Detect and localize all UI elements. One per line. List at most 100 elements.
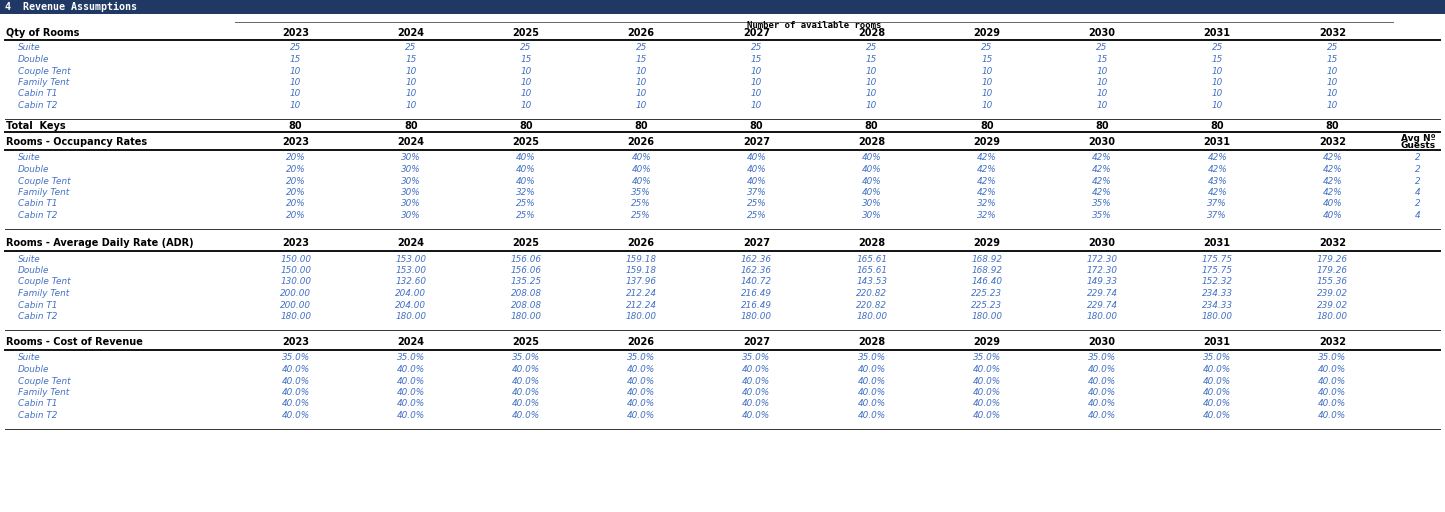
Text: 40.0%: 40.0%	[743, 365, 770, 374]
Text: 40.0%: 40.0%	[1318, 365, 1347, 374]
Text: 2023: 2023	[282, 337, 309, 347]
Text: 10: 10	[520, 67, 532, 75]
Text: 40%: 40%	[747, 154, 766, 162]
Text: 2: 2	[1415, 177, 1420, 185]
Text: 10: 10	[751, 90, 762, 98]
Text: 2024: 2024	[397, 238, 425, 248]
Text: 40%: 40%	[747, 177, 766, 185]
Text: 137.96: 137.96	[626, 278, 656, 287]
Text: 42%: 42%	[1208, 165, 1227, 174]
Text: 10: 10	[1097, 90, 1108, 98]
Text: 42%: 42%	[977, 165, 997, 174]
Text: Cabin T2: Cabin T2	[17, 101, 58, 110]
Text: 42%: 42%	[977, 177, 997, 185]
Text: 25%: 25%	[747, 200, 766, 208]
Text: 80: 80	[405, 121, 418, 131]
Text: 25%: 25%	[516, 200, 536, 208]
Text: 40.0%: 40.0%	[1088, 411, 1116, 420]
Text: 40%: 40%	[631, 165, 652, 174]
Text: Number of available rooms: Number of available rooms	[747, 20, 881, 30]
Text: 10: 10	[405, 78, 416, 87]
Text: 15: 15	[866, 55, 877, 64]
Text: 10: 10	[866, 90, 877, 98]
Text: Cabin T1: Cabin T1	[17, 90, 58, 98]
Text: 2030: 2030	[1088, 337, 1116, 347]
Text: 42%: 42%	[1092, 188, 1111, 197]
Text: 40%: 40%	[1322, 200, 1342, 208]
Text: 2023: 2023	[282, 238, 309, 248]
Text: 40.0%: 40.0%	[627, 365, 655, 374]
Text: 25: 25	[520, 44, 532, 53]
Text: 179.26: 179.26	[1316, 266, 1348, 275]
Text: 2031: 2031	[1204, 28, 1231, 38]
Text: 20%: 20%	[286, 154, 305, 162]
Text: 2026: 2026	[627, 337, 655, 347]
Text: 10: 10	[751, 67, 762, 75]
Text: 40.0%: 40.0%	[1204, 411, 1231, 420]
Text: 37%: 37%	[1208, 211, 1227, 220]
Text: 25: 25	[981, 44, 993, 53]
Text: 204.00: 204.00	[396, 301, 426, 309]
Text: 40%: 40%	[631, 177, 652, 185]
Text: 35.0%: 35.0%	[627, 353, 655, 362]
Text: 40.0%: 40.0%	[1088, 388, 1116, 397]
Text: 25: 25	[866, 44, 877, 53]
Text: 40.0%: 40.0%	[512, 399, 540, 409]
Text: 10: 10	[981, 67, 993, 75]
Text: 10: 10	[1097, 78, 1108, 87]
Text: 2028: 2028	[858, 238, 886, 248]
Text: Couple Tent: Couple Tent	[17, 177, 71, 185]
Text: 2027: 2027	[743, 137, 770, 147]
Text: 2031: 2031	[1204, 137, 1231, 147]
Text: 216.49: 216.49	[741, 289, 772, 298]
Text: 30%: 30%	[861, 211, 881, 220]
Text: 200.00: 200.00	[280, 289, 311, 298]
Text: 80: 80	[1211, 121, 1224, 131]
Text: 130.00: 130.00	[280, 278, 311, 287]
Text: 10: 10	[866, 67, 877, 75]
Text: 2029: 2029	[974, 28, 1000, 38]
Text: 2029: 2029	[974, 337, 1000, 347]
Text: Suite: Suite	[17, 254, 40, 264]
Text: 212.24: 212.24	[626, 301, 656, 309]
Text: Double: Double	[17, 55, 49, 64]
Text: 40.0%: 40.0%	[1318, 376, 1347, 386]
Text: 225.23: 225.23	[971, 289, 1003, 298]
Text: Cabin T1: Cabin T1	[17, 301, 58, 309]
Text: Cabin T2: Cabin T2	[17, 411, 58, 420]
Text: 204.00: 204.00	[396, 289, 426, 298]
Text: 4: 4	[1415, 188, 1420, 197]
Text: 10: 10	[751, 101, 762, 110]
Text: 4: 4	[1415, 211, 1420, 220]
Text: 216.49: 216.49	[741, 301, 772, 309]
Text: 229.74: 229.74	[1087, 301, 1117, 309]
Text: 40.0%: 40.0%	[1088, 365, 1116, 374]
Text: 2030: 2030	[1088, 28, 1116, 38]
Text: 35.0%: 35.0%	[1204, 353, 1231, 362]
Text: 25: 25	[405, 44, 416, 53]
Text: 220.82: 220.82	[855, 289, 887, 298]
Text: 153.00: 153.00	[396, 266, 426, 275]
Text: 35%: 35%	[631, 188, 652, 197]
Text: Suite: Suite	[17, 44, 40, 53]
Text: 10: 10	[290, 78, 301, 87]
Text: 80: 80	[519, 121, 533, 131]
Text: 25: 25	[1327, 44, 1338, 53]
Text: 40.0%: 40.0%	[282, 399, 309, 409]
Text: Cabin T1: Cabin T1	[17, 399, 58, 409]
Text: Cabin T2: Cabin T2	[17, 211, 58, 220]
Text: 25: 25	[636, 44, 647, 53]
Text: 42%: 42%	[977, 188, 997, 197]
Text: 180.00: 180.00	[280, 312, 311, 321]
Text: 2032: 2032	[1319, 337, 1345, 347]
Text: 20%: 20%	[286, 188, 305, 197]
Text: 10: 10	[405, 67, 416, 75]
Text: 32%: 32%	[977, 200, 997, 208]
Text: 42%: 42%	[1322, 177, 1342, 185]
Text: 40.0%: 40.0%	[743, 411, 770, 420]
Text: 10: 10	[1327, 101, 1338, 110]
Text: 15: 15	[1097, 55, 1108, 64]
Text: 212.24: 212.24	[626, 289, 656, 298]
Text: Cabin T1: Cabin T1	[17, 200, 58, 208]
Text: 140.72: 140.72	[741, 278, 772, 287]
